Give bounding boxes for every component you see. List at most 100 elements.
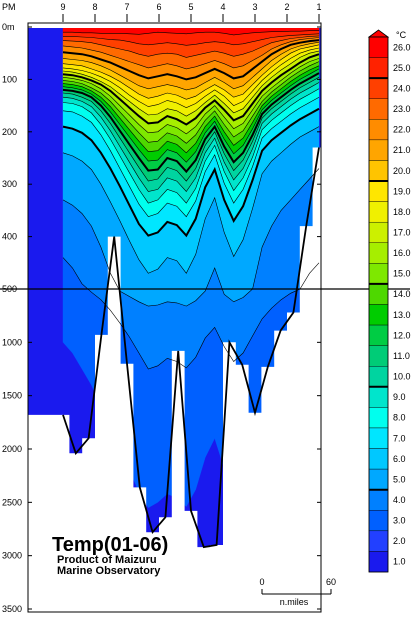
colorbar-cell-19.0: [368, 180, 389, 202]
isotherm-line-1: [63, 30, 319, 36]
colorbar-label-3.0: 3.0: [393, 516, 406, 526]
colorbar-label-2.0: 2.0: [393, 536, 406, 546]
isotherm-line-12: [62, 61, 320, 144]
isotherm-line-9: [62, 50, 320, 117]
isotherm-line-5: [62, 39, 320, 81]
colorbar-cell-25.0: [368, 57, 389, 79]
colorbar-cell-26.0: [368, 36, 389, 58]
colorbar-cell-21.0: [368, 139, 389, 161]
station-label-1: 1: [316, 2, 321, 12]
colorbar-cell-22.0: [368, 119, 389, 141]
colorbar-label-14.0: 14.0: [393, 289, 411, 299]
scale-bar-start-label: 0: [259, 577, 264, 587]
colorbar-border: [368, 36, 389, 573]
colorbar-label-1.0: 1.0: [393, 557, 406, 567]
depth-label-500: 500: [2, 284, 17, 294]
scale-bar: 0 60 n.miles: [259, 577, 336, 607]
colorbar-cell-10.0: [368, 366, 389, 388]
colorbar-cell-12.0: [368, 324, 389, 346]
depth-label-3500: 3500: [2, 604, 22, 614]
isotherm-line-20: [62, 107, 320, 238]
station-label-3: 3: [252, 2, 257, 12]
chart-subtitle-line-1: Product of Maizuru: [57, 554, 157, 566]
isotherm-line-3: [62, 35, 320, 58]
axis-ticks: PM 9 8 7 6 5 4 3 2 1 0m 100 200 300 400 500 1000 1500 2000…: [2, 2, 322, 614]
colorbar-cell-5.0: [368, 468, 389, 490]
depth-label-1000: 1000: [2, 337, 22, 347]
colorbar-label-18.0: 18.0: [393, 207, 411, 217]
colorbar-cell-4.0: [368, 489, 389, 511]
depth-label-400: 400: [2, 232, 17, 242]
colorbar-label-8.0: 8.0: [393, 413, 406, 423]
colorbar-label-7.0: 7.0: [393, 433, 406, 443]
scale-bar-end-label: 60: [326, 577, 336, 587]
depth-label-100: 100: [2, 74, 17, 84]
colorbar-label-17.0: 17.0: [393, 227, 411, 237]
colorbar-label-4.0: 4.0: [393, 495, 406, 505]
station-label-9: 9: [60, 2, 65, 12]
colorbar-cell-8.0: [368, 407, 389, 429]
station-label-5: 5: [188, 2, 193, 12]
colorbar-label-6.0: 6.0: [393, 454, 406, 464]
plot-frame: [0, 22, 410, 613]
colorbar-cell-24.0: [368, 77, 389, 99]
station-label-6: 6: [156, 2, 161, 12]
isotherm-line-18: [62, 88, 320, 204]
isotherm-line-15: [62, 72, 320, 174]
isotherm-line-7: [62, 44, 320, 100]
colorbar-cell-11.0: [368, 345, 389, 367]
colorbar-label-24.0: 24.0: [393, 83, 411, 93]
colorbar-label-20.0: 20.0: [393, 166, 411, 176]
depth-label-2500: 2500: [2, 497, 22, 507]
colorbar-label-21.0: 21.0: [393, 145, 411, 155]
isotherm-line-16: [62, 77, 320, 182]
colorbar-cell-18.0: [368, 201, 389, 223]
section-plot: [28, 28, 321, 612]
colorbar-cell-1.0: [368, 551, 389, 573]
colorbar-cell-13.0: [368, 304, 389, 326]
depth-label-1500: 1500: [2, 391, 22, 401]
colorbar: 26.0 25.0 24.0 23.0 22.0 21.0 20.0 19.0 18.0 17.0…: [367, 29, 411, 573]
colorbar-label-12.0: 12.0: [393, 330, 411, 340]
colorbar-cell-17.0: [368, 221, 389, 243]
station-label-4: 4: [220, 2, 225, 12]
isotherm-line-11: [62, 58, 320, 135]
isotherm-line-10: [62, 53, 320, 126]
station-label-2: 2: [284, 2, 289, 12]
isotherm-line-22: [62, 168, 320, 307]
colorbar-label-23.0: 23.0: [393, 104, 411, 114]
plot-border: [27, 22, 322, 613]
depth-label-3000: 3000: [2, 551, 22, 561]
isotherm-line-14: [62, 68, 320, 163]
x-axis-prefix-label: PM: [2, 2, 16, 12]
colorbar-label-11.0: 11.0: [393, 351, 410, 361]
colorbar-cell-14.0: [368, 283, 389, 305]
colorbar-label-16.0: 16.0: [393, 248, 411, 258]
isotherm-line-2: [63, 33, 320, 46]
station-label-7: 7: [124, 2, 129, 12]
bottom-depth-profile: [62, 147, 320, 549]
colorbar-cell-6.0: [368, 448, 389, 470]
scale-bar-unit: n.miles: [280, 597, 309, 607]
isotherm-line-8: [62, 47, 320, 109]
colorbar-label-25.0: 25.0: [393, 63, 411, 73]
colorbar-cell-2.0: [368, 530, 389, 552]
colorbar-cell-23.0: [368, 98, 389, 120]
isotherm-line-4: [62, 37, 320, 70]
colorbar-label-9.0: 9.0: [393, 392, 406, 402]
colorbar-cell-15.0: [368, 263, 389, 285]
seafloor-mask: [28, 147, 321, 612]
isotherm-line-6: [62, 41, 320, 91]
depth-label-0: 0m: [2, 22, 15, 32]
colorbar-label-19.0: 19.0: [393, 186, 411, 196]
isotherm-line-19: [62, 96, 320, 218]
colorbar-label-5.0: 5.0: [393, 474, 406, 484]
station-label-8: 8: [92, 2, 97, 12]
colorbar-label-15.0: 15.0: [393, 269, 411, 279]
chart-subtitle-line-2: Marine Observatory: [57, 565, 161, 577]
colorbar-cell-3.0: [368, 510, 389, 532]
chart-title: Temp(01-06): [52, 534, 168, 556]
depth-label-2000: 2000: [2, 444, 22, 454]
isotherm-line-21: [62, 126, 320, 274]
colorbar-label-22.0: 22.0: [393, 125, 411, 135]
